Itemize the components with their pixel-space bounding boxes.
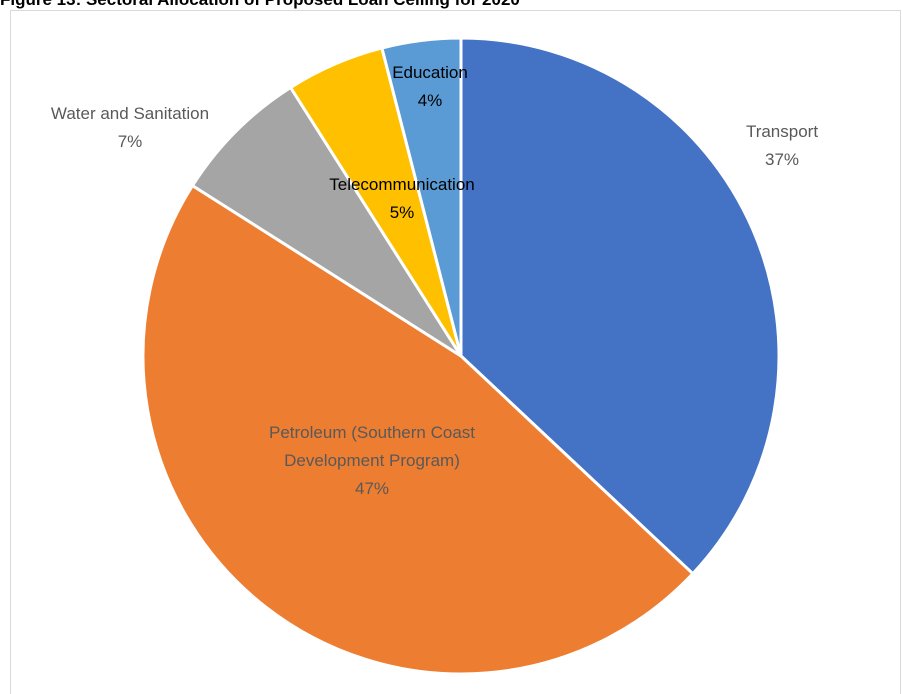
slice-label-line: Transport [746,122,818,141]
slice-label-line: Petroleum (Southern Coast [269,423,475,442]
slice-label-petroleum-southern-coast-development-program: Petroleum (Southern Coast Development Pro… [269,423,475,498]
slice-percent: 4% [418,91,443,110]
slice-label-line: Development Program) [284,451,460,470]
slice-label-telecommunication: Telecommunication 5% [329,175,475,222]
slice-label-water-and-sanitation: Water and Sanitation 7% [51,104,209,151]
slice-label-text: Education 4% [392,63,468,110]
slice-percent: 47% [355,479,389,498]
slice-percent: 5% [390,203,415,222]
slice-label-transport: Transport 37% [746,122,818,169]
slice-label-text: Telecommunication 5% [329,175,475,222]
pie-slice-petroleum-southern-coast-development-program [141,184,695,676]
slices-layer [141,36,781,676]
slice-label-line: Education [392,63,468,82]
labels-layer: Transport 37% Petroleum (Southern Coast Dev… [51,63,818,498]
slice-percent: 7% [118,132,143,151]
pie-slice-water-and-sanitation [191,86,463,358]
slice-label-text: Water and Sanitation 7% [51,104,209,151]
slice-label-education: Education 4% [392,63,468,110]
pie-slice-education [380,36,463,358]
figure-title: Figure 13: Sectoral Allocation of Propos… [0,0,520,8]
slice-label-text: Petroleum (Southern Coast Development Pro… [269,423,475,498]
slice-percent: 37% [765,150,799,169]
pie-slice-transport [459,36,781,576]
slice-label-line: Telecommunication [329,175,475,194]
slice-label-text: Transport 37% [746,122,818,169]
slice-label-line: Water and Sanitation [51,104,209,123]
